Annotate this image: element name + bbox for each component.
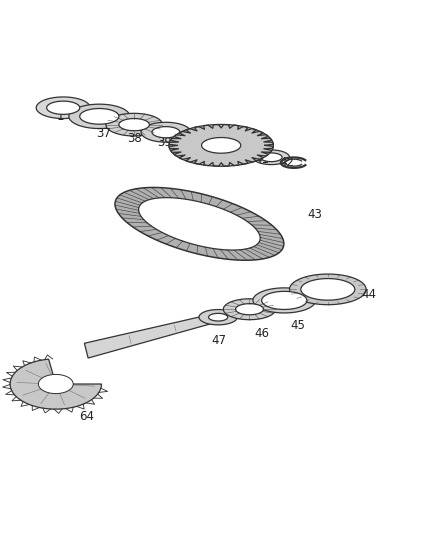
Polygon shape <box>141 122 191 142</box>
Polygon shape <box>36 97 90 118</box>
Text: 64: 64 <box>79 410 94 423</box>
Polygon shape <box>169 125 273 166</box>
Polygon shape <box>39 375 73 393</box>
Polygon shape <box>139 198 260 250</box>
Text: 39: 39 <box>157 136 172 149</box>
Text: 40: 40 <box>209 149 224 162</box>
Polygon shape <box>85 313 220 358</box>
Text: 38: 38 <box>127 132 141 144</box>
Polygon shape <box>47 101 80 115</box>
Polygon shape <box>208 313 228 321</box>
Text: 37: 37 <box>96 127 111 140</box>
Polygon shape <box>301 279 355 300</box>
Text: 44: 44 <box>362 288 377 301</box>
Text: 46: 46 <box>254 327 269 341</box>
Polygon shape <box>201 138 241 153</box>
Polygon shape <box>261 292 307 310</box>
Polygon shape <box>119 118 149 131</box>
Polygon shape <box>106 114 162 136</box>
Polygon shape <box>223 299 276 320</box>
Polygon shape <box>152 127 180 138</box>
Text: 45: 45 <box>290 319 305 332</box>
Text: 41: 41 <box>254 154 269 166</box>
Text: 42: 42 <box>279 156 294 169</box>
Text: 47: 47 <box>212 334 226 347</box>
Polygon shape <box>115 188 284 260</box>
Polygon shape <box>253 288 316 313</box>
Polygon shape <box>199 310 237 325</box>
Polygon shape <box>253 150 290 165</box>
Polygon shape <box>290 274 366 305</box>
Text: 43: 43 <box>307 208 322 221</box>
Polygon shape <box>69 104 130 128</box>
Polygon shape <box>80 109 119 124</box>
Text: 1: 1 <box>57 110 64 123</box>
Polygon shape <box>260 153 282 161</box>
Polygon shape <box>10 359 102 409</box>
Polygon shape <box>236 304 263 315</box>
